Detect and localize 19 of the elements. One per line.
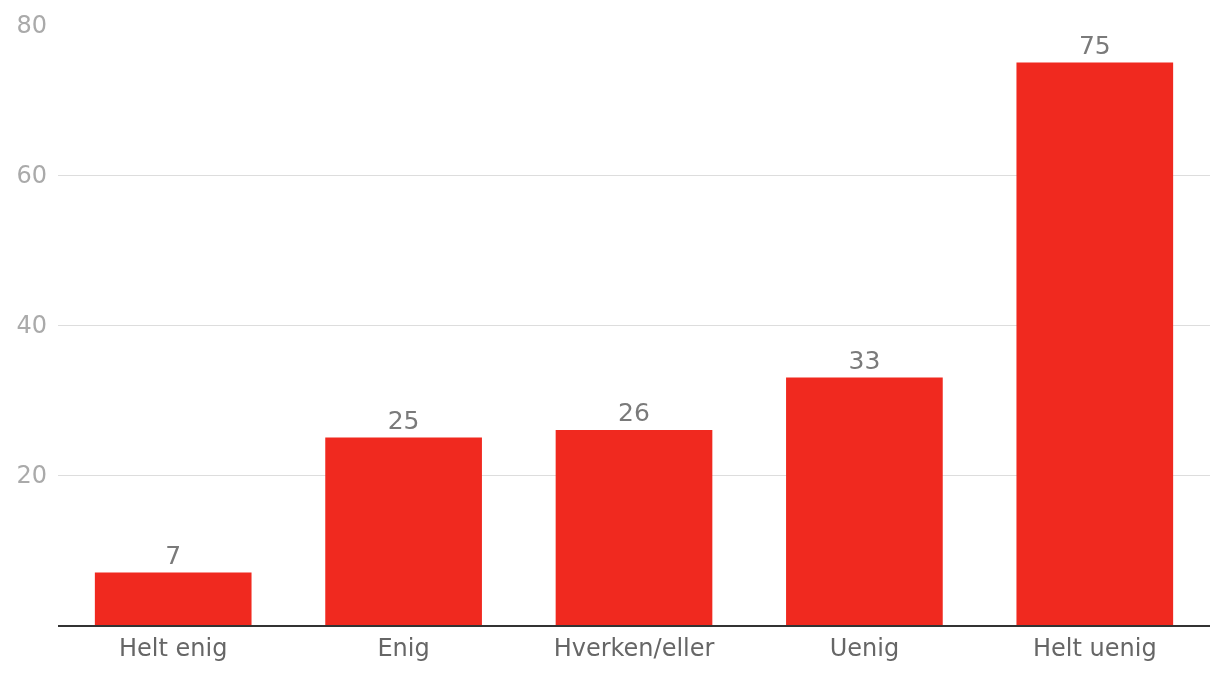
bar bbox=[1016, 62, 1174, 625]
bar bbox=[325, 437, 482, 625]
x-tick-label: Hverken/eller bbox=[553, 633, 715, 662]
data-label: 25 bbox=[387, 405, 420, 435]
bar bbox=[94, 572, 252, 625]
x-tick-label: Enig bbox=[377, 633, 430, 662]
y-tick-label: 60 bbox=[16, 161, 47, 190]
y-tick-label: 20 bbox=[16, 461, 47, 490]
x-tick-label: Helt enig bbox=[119, 633, 228, 662]
bar bbox=[786, 377, 943, 625]
y-tick-label: 80 bbox=[16, 11, 47, 40]
data-label: 33 bbox=[848, 345, 881, 375]
data-label: 26 bbox=[618, 398, 650, 427]
x-tick-label: Uenig bbox=[829, 633, 900, 662]
data-label: 75 bbox=[1078, 30, 1111, 60]
data-label: 7 bbox=[165, 540, 182, 570]
bar bbox=[555, 430, 713, 625]
y-tick-label: 40 bbox=[16, 311, 47, 340]
x-tick-label: Helt uenig bbox=[1033, 633, 1157, 662]
